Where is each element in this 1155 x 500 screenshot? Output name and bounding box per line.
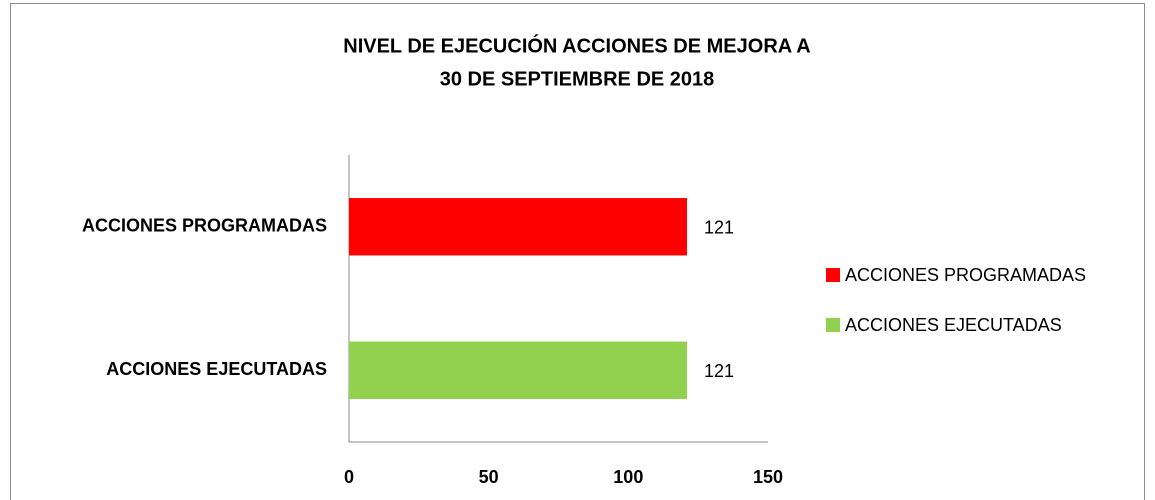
legend-swatch — [826, 318, 840, 332]
chart-title: 30 DE SEPTIEMBRE DE 2018 — [440, 68, 715, 90]
y-tick-label: ACCIONES PROGRAMADAS — [82, 216, 327, 236]
x-tick-label: 100 — [613, 467, 643, 487]
chart-title: NIVEL DE EJECUCIÓN ACCIONES DE MEJORA A — [343, 33, 810, 57]
value-label: 121 — [704, 361, 734, 381]
y-tick-label: ACCIONES EJECUTADAS — [106, 359, 327, 379]
legend-swatch — [826, 268, 840, 282]
x-tick-label: 50 — [479, 467, 499, 487]
x-tick-label: 150 — [753, 467, 783, 487]
bar — [349, 341, 687, 399]
legend-label: ACCIONES PROGRAMADAS — [845, 265, 1086, 285]
bar — [349, 198, 687, 256]
legend-label: ACCIONES EJECUTADAS — [845, 315, 1062, 335]
value-label: 121 — [704, 218, 734, 238]
x-tick-label: 0 — [344, 467, 354, 487]
